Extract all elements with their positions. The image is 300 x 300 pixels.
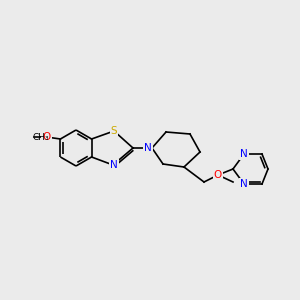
Text: N: N bbox=[110, 160, 118, 170]
Text: N: N bbox=[240, 149, 248, 159]
Text: N: N bbox=[240, 179, 248, 189]
Text: O: O bbox=[42, 132, 50, 142]
Text: CH₃: CH₃ bbox=[32, 133, 49, 142]
Text: O: O bbox=[214, 170, 222, 180]
Text: N: N bbox=[144, 143, 152, 153]
Text: S: S bbox=[111, 126, 117, 136]
